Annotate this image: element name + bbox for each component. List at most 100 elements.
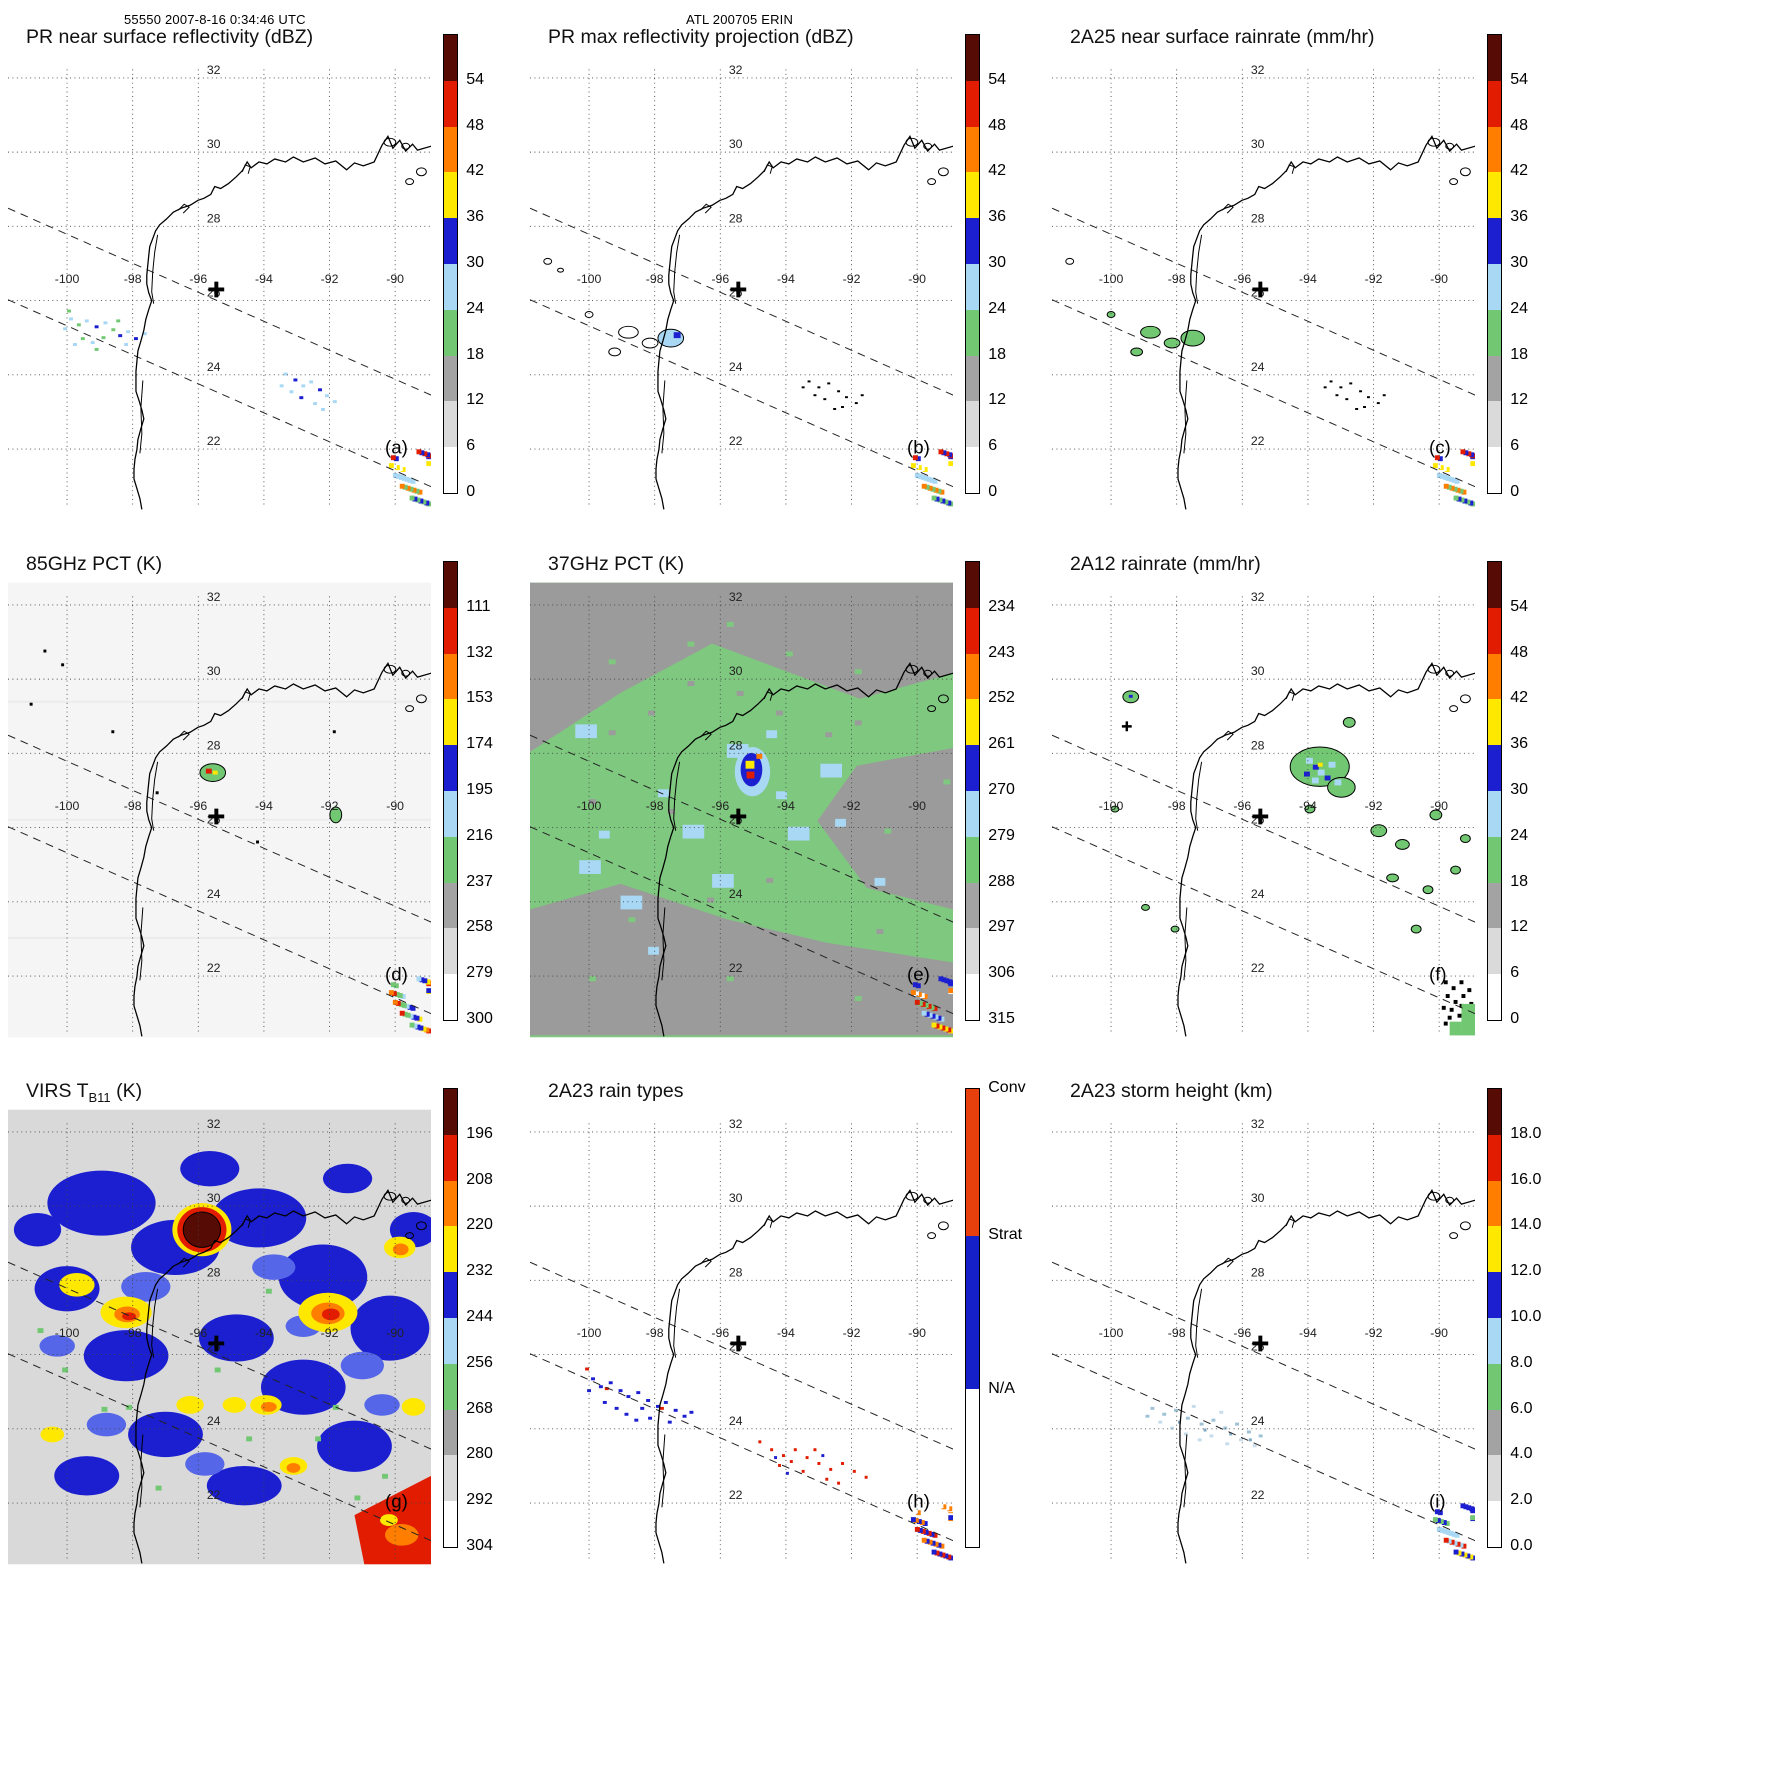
colorbar-segment: [444, 607, 458, 654]
colorbar-b: 54 48 42 36 30 24 18 12 6 0: [965, 34, 1044, 500]
coastline: [1177, 1188, 1476, 1564]
colorbar-segment: [1488, 172, 1502, 219]
colorbar-gradient: [1487, 1088, 1503, 1548]
colorbar-segment: [1488, 607, 1502, 654]
colorbar-segment: [444, 1409, 458, 1456]
colorbar-tick-label: 216: [466, 826, 493, 844]
lon-tick-label: -96: [189, 272, 207, 286]
colorbar-tick-label: 8.0: [1510, 1353, 1533, 1371]
lon-tick-label: -94: [1299, 272, 1317, 286]
colorbar-tick-label: 256: [466, 1353, 493, 1371]
colorbar-tick-label: 244: [466, 1308, 493, 1325]
colorbar-tick-label: 30: [988, 254, 1007, 271]
colorbar-segment: [444, 35, 458, 81]
lat-tick-label: 30: [729, 664, 743, 678]
gridlines: [1052, 1123, 1476, 1561]
lat-tick-label: 28: [1251, 738, 1265, 752]
panel-body: -100 -98 -96 -94 -92 -90 32 30 28 26 24 22 (a) 54 48 42…: [0, 34, 522, 514]
colorbar-segment: [444, 836, 458, 883]
colorbar-tick-label: 315: [988, 1010, 1015, 1027]
colorbar-tick-label: 306: [988, 964, 1015, 982]
lon-tick-label: -92: [843, 272, 861, 286]
colorbar-segment: [966, 699, 980, 746]
colorbar-segment: [966, 80, 980, 127]
colorbar-tick-label: 300: [466, 1010, 493, 1027]
lon-tick-label: -100: [55, 799, 80, 813]
lon-tick-label: -90: [386, 272, 404, 286]
colorbar-d: 111 132 153 174 195 216 237 258 279 300: [443, 561, 522, 1027]
colorbar-tick-label: 261: [988, 735, 1015, 753]
lon-tick-label: -96: [189, 799, 207, 813]
lon-tick-label: -90: [386, 799, 404, 813]
colorbar-segment: [444, 401, 458, 448]
colorbar-segment: [444, 928, 458, 975]
colorbar-segment: [1488, 401, 1502, 448]
lat-tick-label: 22: [207, 434, 221, 448]
colorbar-segment: [444, 562, 458, 608]
lon-tick-label: -94: [1299, 1326, 1317, 1340]
colorbar-segment: [444, 355, 458, 402]
colorbar-segment: [444, 1180, 458, 1227]
colorbar-segment: [1488, 1180, 1502, 1227]
lon-tick-label: -90: [1430, 272, 1448, 286]
colorbar-tick-label: 42: [1510, 689, 1529, 707]
colorbar-segment: [444, 1089, 458, 1135]
coastline: [1177, 661, 1476, 1037]
panel-body: -100 -98 -96 -94 -92 -90 32 30 28 26 24 22 (e) 234 243…: [522, 561, 1044, 1041]
colorbar-segment: [966, 126, 980, 173]
coastline: [133, 134, 432, 510]
colorbar-tick-label: 24: [466, 299, 485, 317]
colorbar-tick-label: 18: [466, 345, 485, 363]
panel-c: 2A25 near surface rainrate (mm/hr) -100 -9…: [1044, 26, 1566, 553]
lon-tick-label: -90: [908, 272, 926, 286]
lon-tick-label: -98: [1168, 272, 1186, 286]
colorbar-tick-label: 24: [1510, 299, 1529, 317]
colorbar-g: 196 208 220 232 244 256 268 280 292 304: [443, 1088, 522, 1554]
colorbar-segment: [444, 1363, 458, 1410]
colorbar-tick-label: 10.0: [1510, 1308, 1542, 1325]
colorbar-segment: [1488, 263, 1502, 310]
panel-e: 37GHz PCT (K) -100 -98 -96 -94 -92 -90 32 30 28 26…: [522, 553, 1044, 1080]
colorbar-tick-label: 6: [1510, 964, 1520, 982]
lat-tick-label: 28: [1251, 1265, 1265, 1279]
panel-title: 2A12 rainrate (mm/hr): [1070, 553, 1566, 579]
colorbar-segment: [444, 1272, 458, 1318]
colorbar-segment: [444, 653, 458, 700]
colorbar-tick-label: 6: [988, 437, 998, 455]
colorbar-tick-label: 36: [466, 208, 485, 226]
colorbar-tick-label: 48: [1510, 643, 1529, 661]
colorbar-tick-label: 304: [466, 1537, 493, 1554]
lon-tick-label: -100: [1099, 272, 1124, 286]
colorbar-tick-label: 153: [466, 689, 493, 707]
colorbar-segment: [966, 836, 980, 883]
lat-tick-label: 22: [1251, 961, 1265, 975]
panel-d: 85GHz PCT (K) -100 -98 -96 -94 -92 -90 32 30 28 26…: [0, 553, 522, 1080]
panel-a: PR near surface reflectivity (dBZ) -100 -9…: [0, 26, 522, 553]
colorbar-segment: [444, 172, 458, 219]
panel-title-text: PR max reflectivity projection (dBZ): [548, 26, 854, 48]
lon-tick-label: -92: [843, 799, 861, 813]
gridlines: [1052, 69, 1476, 507]
lat-tick-label: 28: [207, 211, 221, 225]
colorbar-segment: [1488, 836, 1502, 883]
data-overlay: [543, 257, 954, 507]
storm-id-header: ATL 200705 ERIN: [686, 12, 794, 27]
colorbar-segment: [1488, 1501, 1502, 1547]
lat-tick-label: 30: [729, 1191, 743, 1205]
colorbar-tick-label: 2.0: [1510, 1491, 1533, 1509]
colorbar-gradient: [965, 34, 981, 494]
panel-body: -100 -98 -96 -94 -92 -90 32 30 28 26 24 22 (g) 196 208…: [0, 1088, 522, 1568]
lat-tick-label: 32: [207, 63, 221, 77]
colorbar-tick-label: 258: [466, 918, 493, 936]
colorbar-segment: [1488, 1409, 1502, 1456]
lon-tick-label: -90: [908, 799, 926, 813]
data-overlay: [8, 1109, 432, 1565]
data-overlay: [530, 582, 954, 1038]
